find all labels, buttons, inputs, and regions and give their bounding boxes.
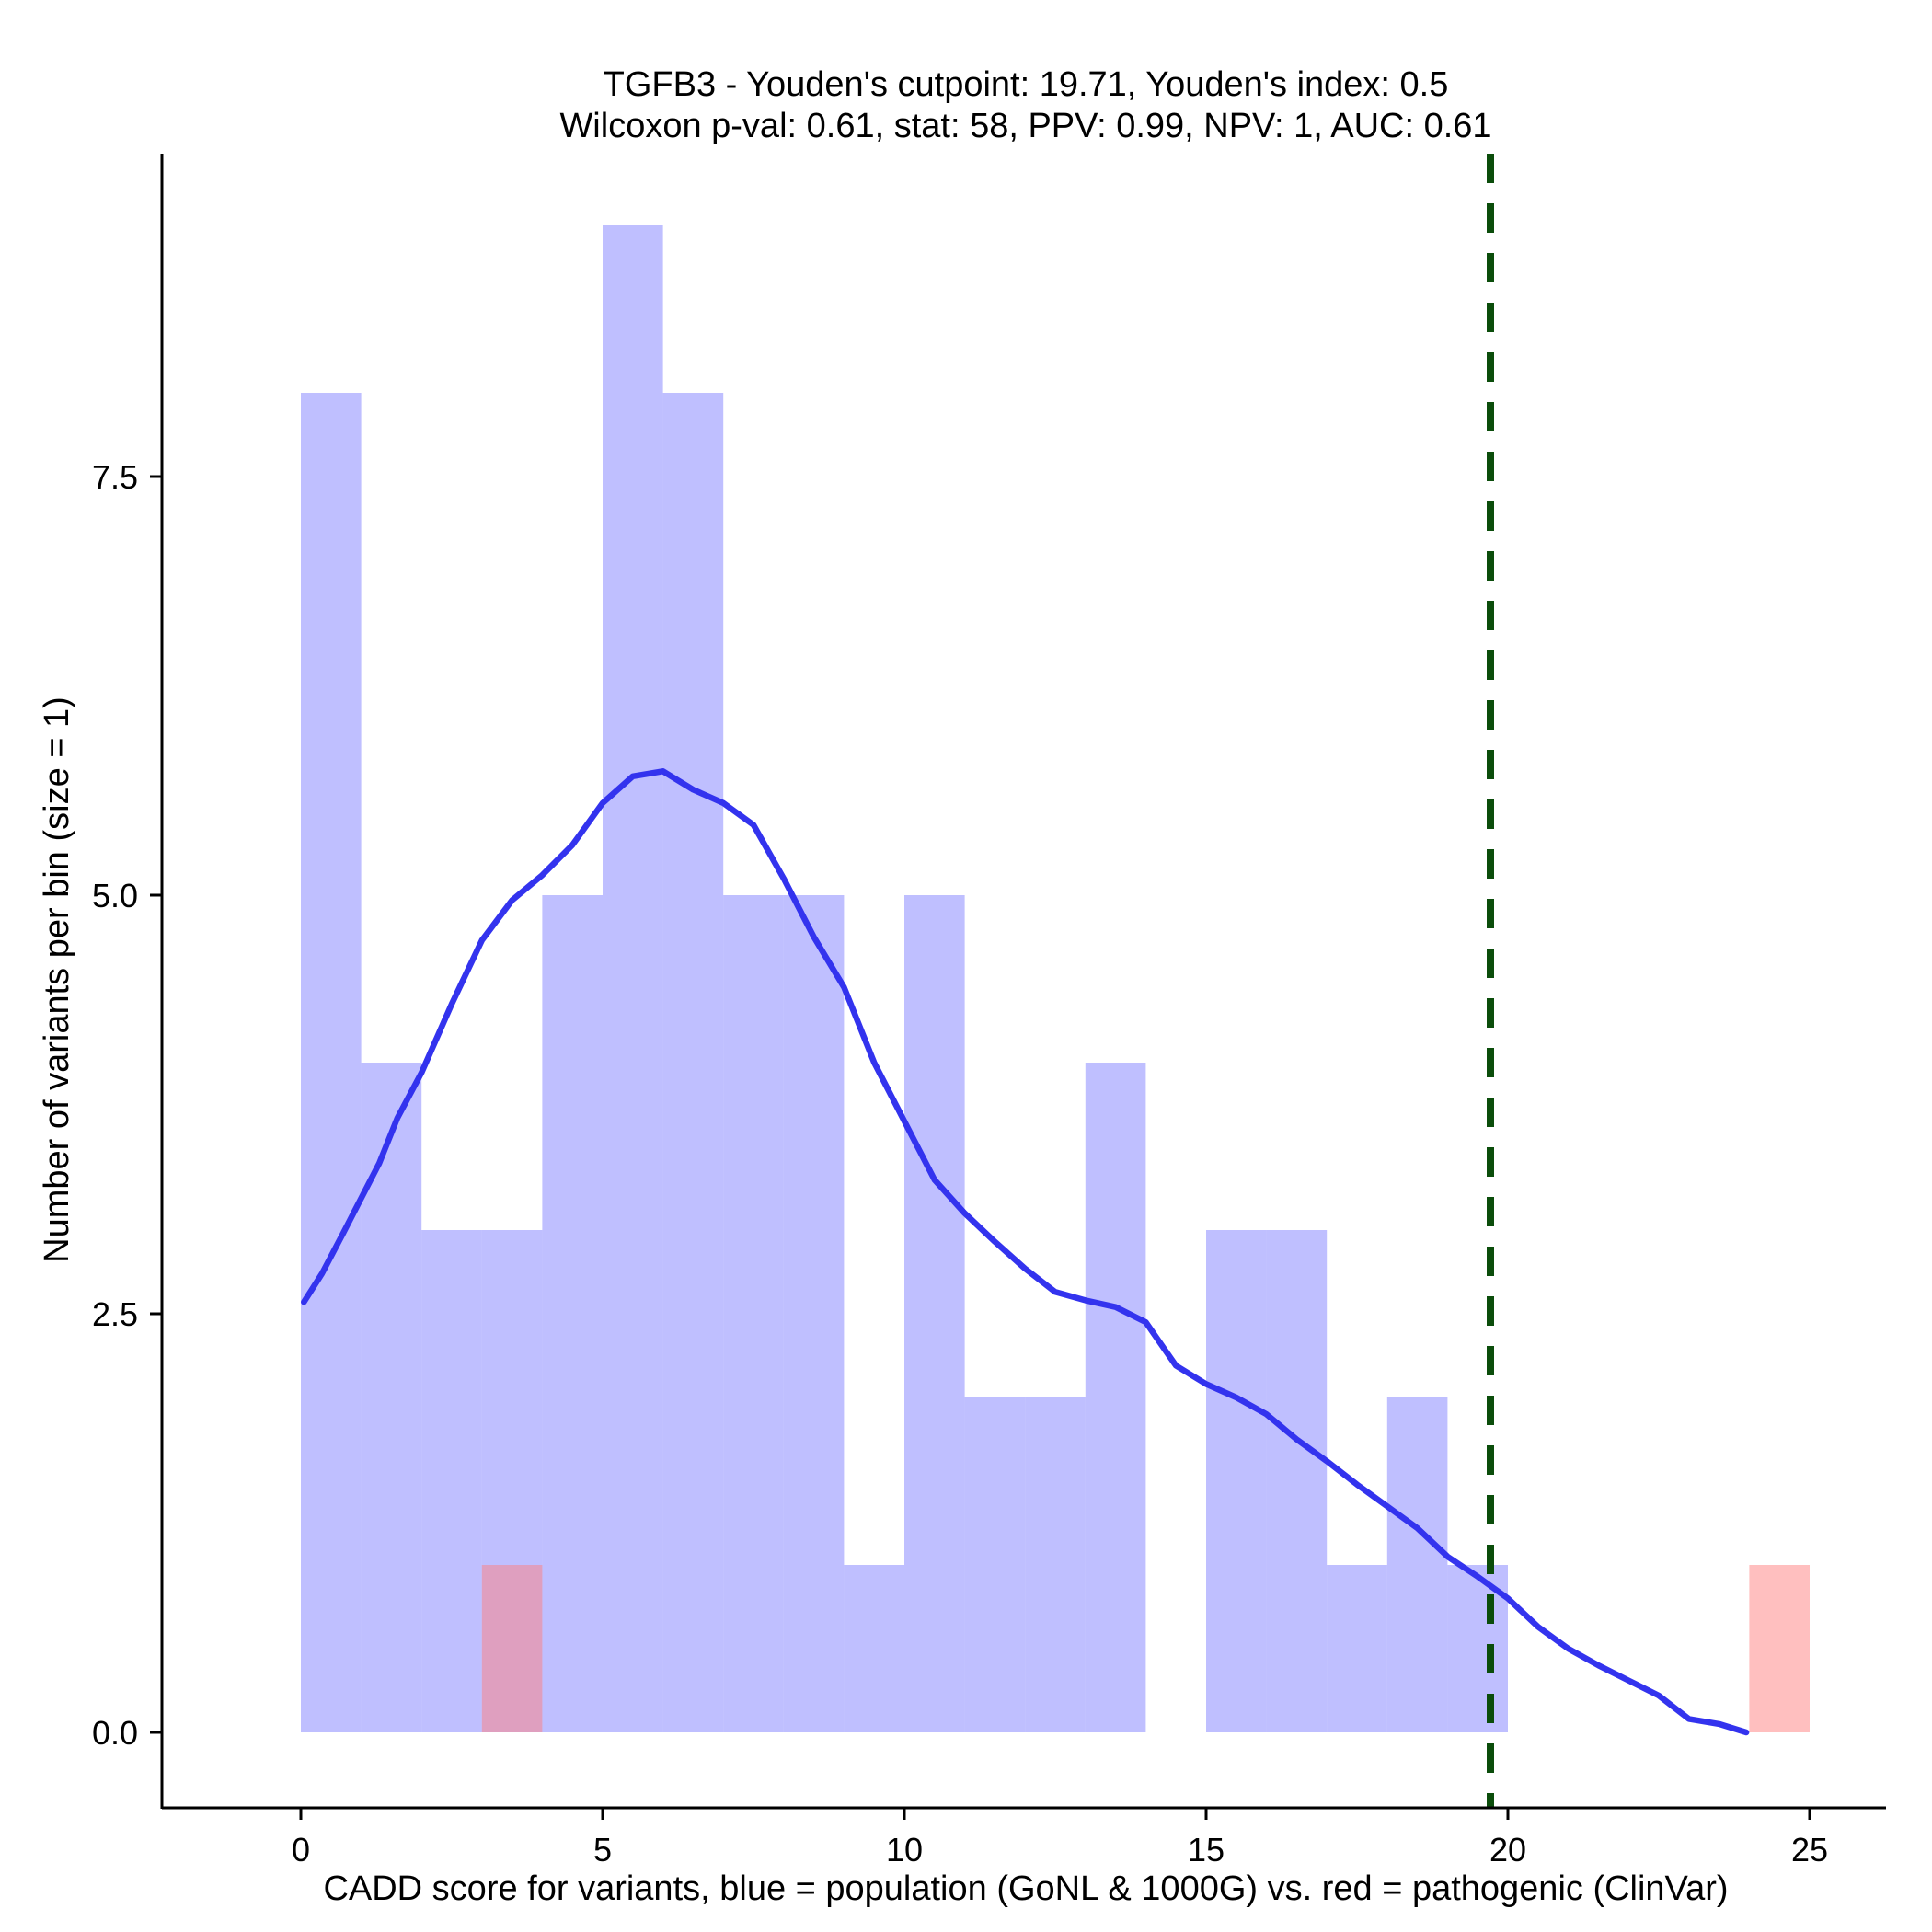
histogram-bars <box>301 225 1810 1732</box>
x-tick-label: 0 <box>292 1831 310 1869</box>
chart-title-line1: TGFB3 - Youden's cutpoint: 19.71, Youden… <box>604 65 1449 104</box>
x-tick-label: 5 <box>593 1831 612 1869</box>
population-bar-bin-6 <box>662 393 724 1732</box>
x-axis-label: CADD score for variants, blue = populati… <box>323 1869 1728 1908</box>
density-curve-layer <box>301 768 1750 1736</box>
population-bar-bin-1 <box>361 1063 422 1732</box>
population-bar-bin-11 <box>964 1397 1026 1732</box>
pathogenic-bar-bin-3 <box>481 1565 543 1732</box>
population-bar-bin-15 <box>1206 1230 1267 1732</box>
y-axis-ticks: 0.0 2.5 5.0 7.5 <box>92 458 162 1752</box>
pathogenic-bar-bin-24 <box>1749 1565 1810 1732</box>
x-tick-label: 20 <box>1489 1831 1526 1869</box>
x-tick-label: 15 <box>1188 1831 1225 1869</box>
x-axis-ticks: 0 5 10 15 20 25 <box>292 1808 1828 1869</box>
population-bar-bin-5 <box>603 225 663 1732</box>
y-tick-label: 0.0 <box>92 1714 138 1752</box>
x-tick-label: 25 <box>1791 1831 1828 1869</box>
population-bar-bin-17 <box>1327 1565 1387 1732</box>
y-tick-label: 7.5 <box>92 458 138 496</box>
population-bar-bin-18 <box>1386 1397 1448 1732</box>
population-bar-bin-2 <box>421 1230 482 1732</box>
density-curve <box>301 768 1750 1736</box>
chart-title-line2: Wilcoxon p-val: 0.61, stat: 58, PPV: 0.9… <box>559 107 1491 145</box>
population-bar-bin-10 <box>904 895 965 1732</box>
population-bar-bin-9 <box>844 1565 904 1732</box>
population-bar-bin-12 <box>1025 1397 1086 1732</box>
y-axis-label: Number of variants per bin (size = 1) <box>38 696 76 1263</box>
population-bar-bin-4 <box>542 895 603 1732</box>
population-bar-bin-13 <box>1085 1063 1146 1732</box>
population-bar-bin-16 <box>1266 1230 1328 1732</box>
population-bar-bin-0 <box>301 393 362 1732</box>
population-bar-bin-7 <box>723 895 784 1732</box>
y-tick-label: 2.5 <box>92 1295 138 1333</box>
y-tick-label: 5.0 <box>92 877 138 914</box>
population-bar-bin-8 <box>783 895 845 1732</box>
x-tick-label: 10 <box>886 1831 923 1869</box>
